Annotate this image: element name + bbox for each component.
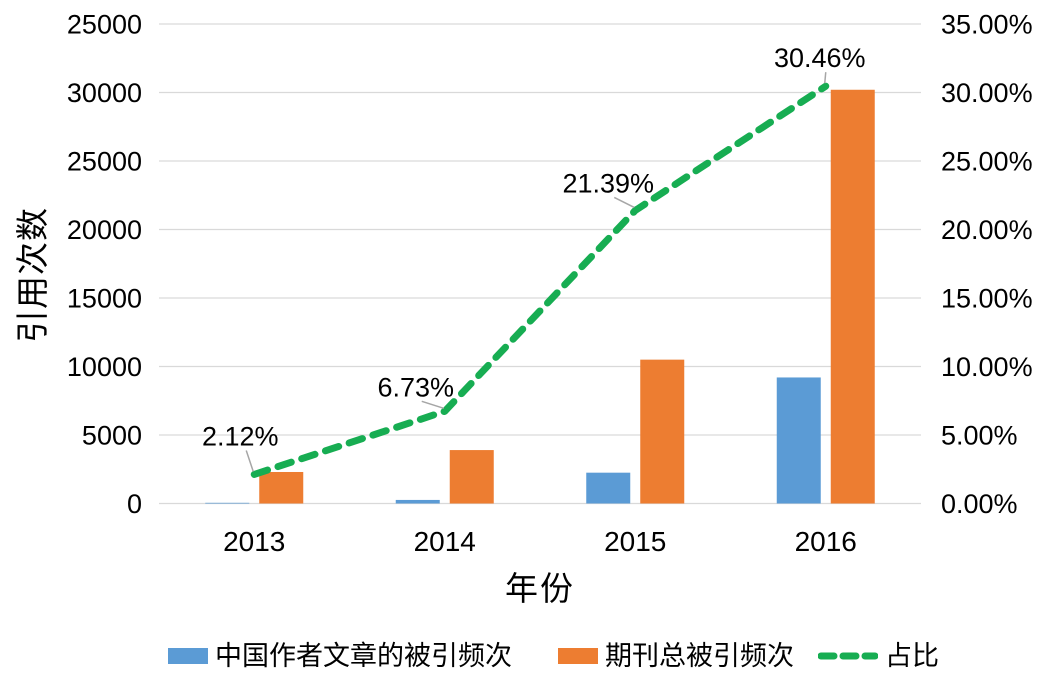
ratio-data-label: 6.73%: [377, 372, 454, 402]
x-axis-title: 年份: [505, 570, 575, 607]
left-axis-tick-label: 15000: [67, 284, 142, 314]
legend-swatch-orange-bar: [558, 648, 598, 664]
ratio-data-label: 2.12%: [202, 421, 279, 451]
ratio-data-label: 30.46%: [774, 43, 866, 73]
legend-item-china-citations[interactable]: 中国作者文章的被引频次: [168, 642, 512, 670]
bar-total-citations-2016[interactable]: [830, 89, 875, 504]
legend-dash-green-icon: [818, 652, 878, 660]
bar-total-citations-2015[interactable]: [640, 359, 685, 504]
data-label-leader-line: [245, 450, 254, 472]
bar-china-citations-2013[interactable]: [205, 502, 250, 504]
legend-item-ratio[interactable]: 占比: [818, 642, 939, 670]
right-axis-tick-label: 35.00%: [941, 10, 1033, 40]
x-axis-category-label: 2013: [223, 526, 285, 557]
left-axis-tick-label: 10000: [67, 352, 142, 382]
left-axis-tick-label: 0: [127, 489, 142, 519]
left-axis-tick-label: 30000: [67, 78, 142, 108]
legend-label-total-citations: 期刊总被引频次: [605, 641, 794, 671]
bar-china-citations-2014[interactable]: [395, 499, 440, 504]
bar-total-citations-2014[interactable]: [449, 450, 494, 504]
x-axis-category-label: 2014: [414, 526, 476, 557]
ratio-line[interactable]: [250, 82, 830, 478]
legend-label-china-citations: 中国作者文章的被引频次: [215, 641, 512, 671]
right-axis-tick-label: 10.00%: [941, 352, 1033, 382]
left-axis-tick-label: 25000: [67, 147, 142, 177]
x-axis-category-label: 2016: [795, 526, 857, 557]
bar-china-citations-2015[interactable]: [586, 472, 631, 504]
x-axis-category-label: 2015: [604, 526, 666, 557]
right-axis-tick-label: 15.00%: [941, 284, 1033, 314]
legend-swatch-blue-bar: [168, 648, 208, 664]
right-axis-tick-label: 30.00%: [941, 78, 1033, 108]
left-axis-tick-label: 25000: [67, 10, 142, 40]
left-axis-tick-label: 20000: [67, 215, 142, 245]
legend-item-total-citations[interactable]: 期刊总被引频次: [558, 642, 794, 670]
bar-total-citations-2013[interactable]: [259, 471, 304, 504]
bar-china-citations-2016[interactable]: [776, 377, 821, 504]
data-label-leader-line: [824, 72, 827, 84]
right-axis-tick-label: 0.00%: [941, 489, 1018, 519]
right-axis-tick-label: 25.00%: [941, 147, 1033, 177]
right-axis-tick-label: 20.00%: [941, 215, 1033, 245]
right-axis-tick-label: 5.00%: [941, 421, 1018, 451]
left-axis-title: 引用次数: [14, 207, 51, 343]
left-axis-tick-label: 5000: [82, 421, 142, 451]
ratio-data-label: 21.39%: [562, 168, 654, 198]
data-label-leader-line: [613, 196, 635, 209]
legend-label-ratio: 占比: [885, 641, 939, 671]
data-label-leader-line: [421, 400, 444, 410]
